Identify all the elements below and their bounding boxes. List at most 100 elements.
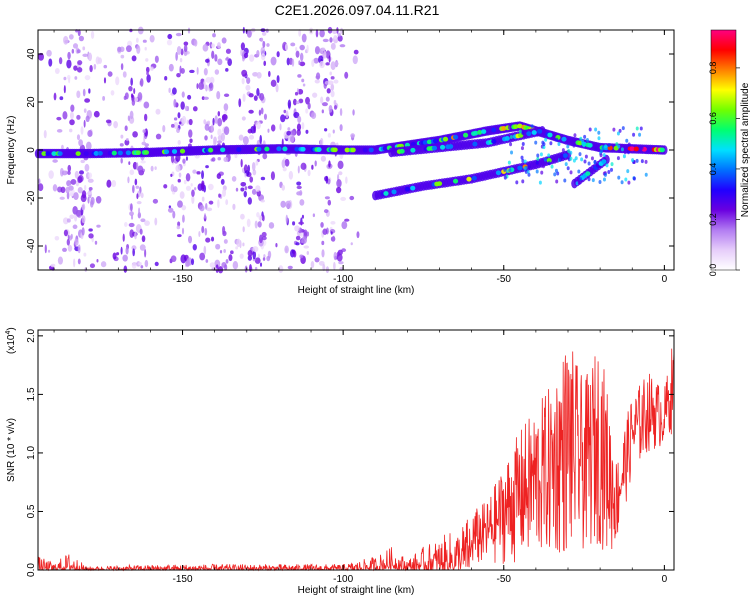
noise-speck	[263, 61, 266, 66]
snr-x-axis-label: Height of straight line (km)	[298, 585, 415, 596]
noise-speck	[69, 214, 74, 219]
noise-speck	[89, 187, 93, 191]
noise-speck	[71, 234, 73, 239]
track-blob	[369, 148, 374, 153]
y-tick-label: 1.0	[26, 446, 37, 460]
noise-speck	[199, 205, 204, 211]
noise-speck	[206, 208, 212, 212]
noise-speck	[211, 124, 214, 132]
track-scatter	[603, 177, 606, 181]
noise-speck	[140, 265, 143, 268]
noise-speck	[211, 135, 213, 139]
noise-speck	[130, 111, 134, 120]
noise-speck	[248, 251, 251, 256]
track-scatter	[611, 162, 614, 166]
track-blob	[112, 151, 117, 156]
noise-speck	[150, 35, 155, 43]
noise-speck	[194, 187, 196, 190]
noise-speck	[77, 60, 82, 65]
track-scatter	[575, 156, 578, 160]
track-blob	[496, 170, 501, 175]
track-scatter	[534, 141, 537, 145]
noise-speck	[260, 38, 263, 42]
noise-speck	[215, 69, 219, 75]
track-blob	[98, 151, 103, 156]
noise-speck	[169, 64, 174, 72]
noise-speck	[174, 117, 177, 120]
track-blob	[45, 151, 50, 156]
track-scatter	[553, 172, 556, 176]
track-scatter	[577, 169, 580, 173]
track-scatter	[519, 130, 522, 134]
noise-speck	[128, 115, 130, 121]
noise-speck	[138, 27, 144, 35]
noise-speck	[145, 260, 149, 267]
snr-panel: -150 -100 -50 0 0.0 0.5 1.0 1.5 2.0 Height of st…	[5, 327, 674, 596]
noise-speck	[295, 92, 298, 96]
noise-speck	[197, 67, 199, 75]
noise-speck	[246, 77, 250, 84]
track-scatter	[521, 156, 524, 160]
noise-speck	[323, 51, 326, 59]
noise-speck	[73, 192, 78, 200]
noise-speck	[198, 231, 200, 237]
y-tick-label: 1.5	[26, 387, 37, 401]
noise-speck	[185, 106, 188, 111]
noise-speck	[84, 98, 90, 103]
track-scatter	[617, 145, 620, 149]
noise-speck	[328, 200, 332, 206]
noise-speck	[177, 225, 181, 229]
noise-speck	[301, 237, 307, 244]
track-scatter	[503, 168, 506, 172]
noise-speck	[311, 112, 316, 119]
noise-speck	[217, 58, 222, 65]
noise-speck	[220, 250, 222, 253]
noise-speck	[188, 236, 192, 244]
noise-speck	[203, 246, 206, 255]
noise-speck	[85, 75, 91, 80]
track-blob	[316, 147, 321, 152]
track-scatter	[617, 156, 620, 160]
track-scatter	[645, 173, 648, 177]
noise-speck	[249, 264, 252, 272]
noise-speck	[62, 248, 67, 252]
track-blob	[400, 149, 405, 154]
noise-speck	[238, 98, 241, 107]
track-scatter	[628, 143, 631, 147]
noise-speck	[132, 55, 137, 61]
track-scatter	[508, 168, 511, 172]
noise-speck	[313, 213, 315, 217]
noise-speck	[261, 108, 264, 115]
noise-speck	[295, 47, 297, 51]
track-scatter	[631, 158, 634, 162]
noise-speck	[69, 129, 72, 133]
track-blob	[57, 151, 62, 156]
noise-speck	[59, 57, 62, 64]
noise-speck	[205, 77, 211, 83]
spectrogram-x-axis-label: Height of straight line (km)	[298, 285, 415, 296]
noise-speck	[196, 83, 198, 89]
noise-speck	[321, 241, 324, 245]
noise-speck	[333, 262, 336, 270]
noise-speck	[111, 90, 115, 95]
noise-speck	[77, 176, 82, 183]
noise-speck	[209, 82, 213, 91]
noise-speck	[48, 250, 50, 253]
noise-speck	[262, 32, 266, 36]
noise-speck	[67, 52, 70, 59]
track-scatter	[560, 154, 563, 158]
noise-speck	[327, 88, 331, 93]
noise-speck	[223, 249, 226, 253]
track-scatter	[570, 170, 573, 174]
noise-speck	[78, 244, 81, 253]
track-scatter	[626, 169, 629, 173]
track-blob	[547, 133, 552, 138]
noise-speck	[164, 76, 167, 81]
track-scatter	[645, 160, 648, 164]
noise-speck	[277, 75, 280, 83]
noise-speck	[244, 173, 246, 177]
noise-speck	[142, 235, 146, 242]
noise-speck	[315, 79, 320, 83]
track-scatter	[578, 181, 581, 185]
noise-speck	[261, 177, 265, 181]
